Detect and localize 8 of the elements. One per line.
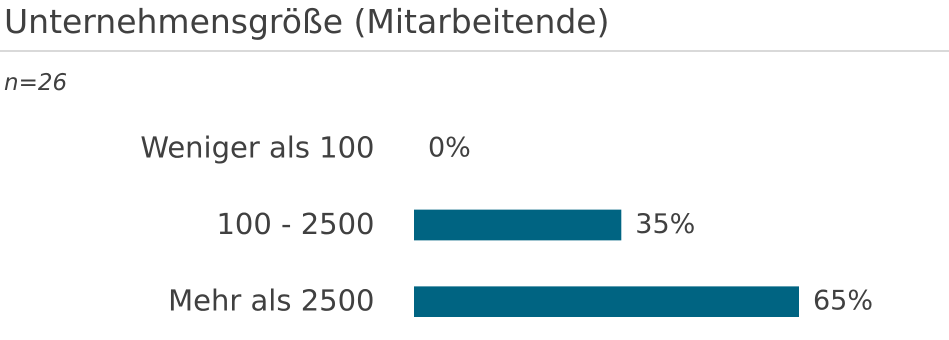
y-tick-label: Weniger als 100 — [140, 130, 374, 164]
data-label: 65% — [813, 286, 874, 317]
y-tick-label: 100 - 2500 — [216, 207, 374, 241]
text: n=26 — [4, 70, 68, 96]
chart-title: Unternehmensgröße (Mitarbeitende) — [4, 2, 610, 41]
y-tick-label: Mehr als 2500 — [168, 284, 374, 318]
data-label: 0% — [428, 132, 471, 164]
data-label: 35% — [635, 209, 696, 240]
